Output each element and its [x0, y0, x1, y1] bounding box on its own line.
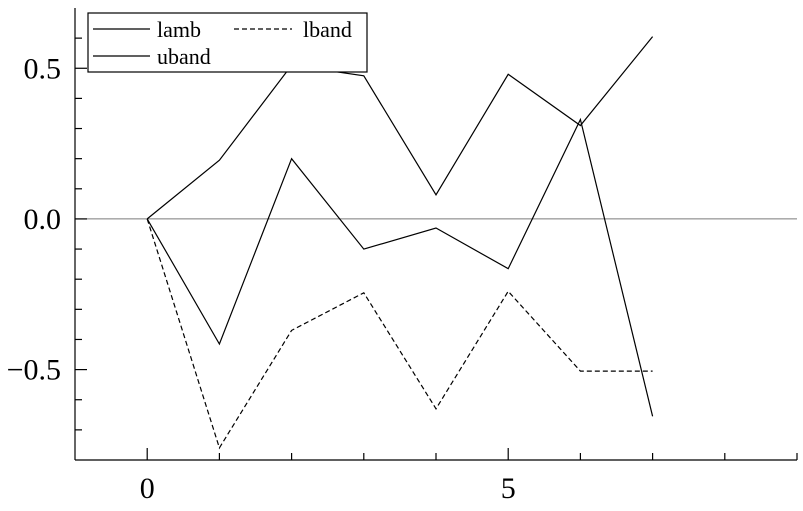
legend-label-uband: uband — [157, 44, 211, 69]
x-tick-label: 5 — [501, 472, 516, 505]
legend-label-lamb: lamb — [157, 17, 201, 42]
series-layer — [146, 36, 654, 450]
legend-label-lband: lband — [303, 17, 352, 42]
y-tick-label: 0.5 — [24, 52, 62, 85]
ticks: 0 5 −0.5 0.0 0.5 — [7, 37, 798, 505]
series-line-uband — [146, 36, 654, 220]
legend: lamb lband uband — [87, 12, 368, 73]
y-tick-label: −0.5 — [7, 354, 61, 387]
y-tick-label: 0.0 — [24, 203, 62, 236]
axes — [74, 8, 797, 461]
x-tick-label: 0 — [140, 472, 155, 505]
series-line-lamb — [146, 117, 654, 417]
legend-box — [87, 12, 368, 73]
